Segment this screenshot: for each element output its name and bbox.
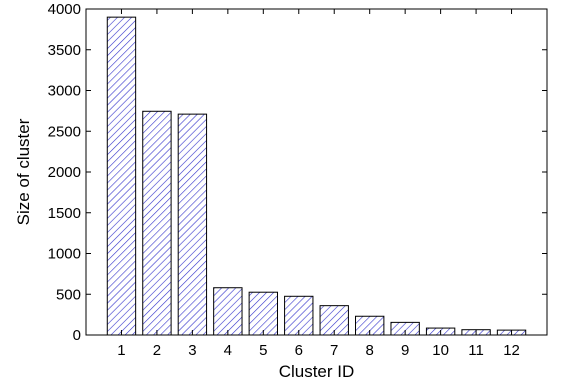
- x-tick-label: 12: [503, 342, 520, 359]
- bar-cluster-4: [213, 287, 243, 336]
- bar-cluster-2: [142, 110, 172, 336]
- y-tick-label: 3500: [48, 42, 81, 59]
- y-tick-label: 1500: [48, 205, 81, 222]
- axis-ticks: [86, 8, 547, 336]
- y-tick-label: 3000: [48, 83, 81, 100]
- x-tick-label: 5: [259, 342, 267, 359]
- y-tick-label: 2000: [48, 164, 81, 181]
- y-tick-label: 0: [73, 327, 81, 344]
- x-tick-label: 4: [224, 342, 232, 359]
- x-tick-label: 10: [432, 342, 449, 359]
- y-axis-label: Size of cluster: [14, 118, 33, 225]
- x-tick-label: 8: [366, 342, 374, 359]
- x-tick-label: 1: [117, 342, 125, 359]
- x-tick-label: 11: [468, 342, 484, 359]
- y-tick-label: 2500: [48, 123, 81, 140]
- bar-cluster-1: [106, 16, 137, 336]
- x-tick-label: 3: [188, 342, 196, 359]
- x-tick-label: 7: [330, 342, 338, 359]
- x-tick-label: 6: [295, 342, 303, 359]
- y-tick-label: 4000: [48, 1, 81, 18]
- bars-group: [106, 16, 527, 336]
- x-tick-label: 9: [401, 342, 409, 359]
- y-tick-label: 500: [56, 286, 81, 303]
- x-axis-label: Cluster ID: [279, 362, 355, 381]
- x-tick-label: 2: [153, 342, 161, 359]
- bar-cluster-3: [177, 113, 208, 336]
- y-tick-label: 1000: [48, 246, 81, 263]
- bar-cluster-6: [284, 295, 314, 336]
- bar-cluster-5: [248, 291, 278, 336]
